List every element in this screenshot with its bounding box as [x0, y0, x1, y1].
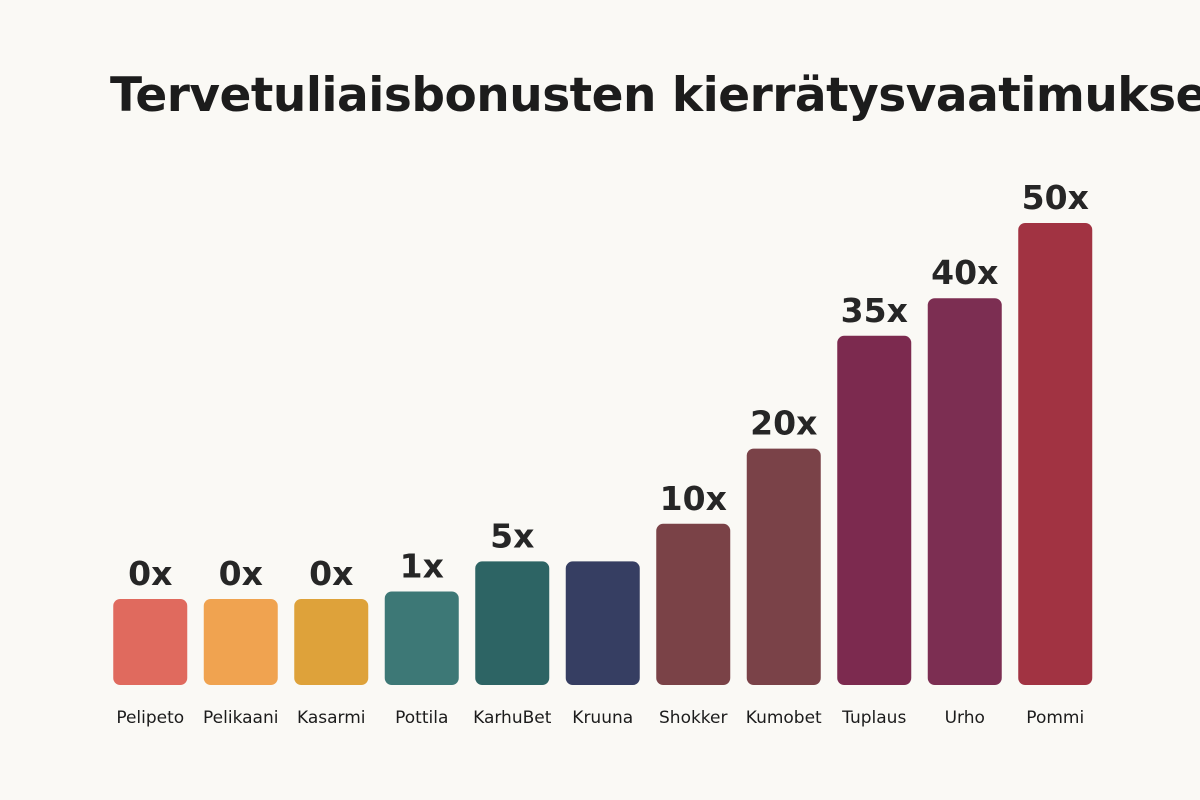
bars-layer: [113, 223, 1093, 685]
bar-kumobet: [746, 448, 821, 685]
category-label-kumobet: Kumobet: [746, 708, 822, 728]
value-label-urho: 40x: [931, 253, 998, 292]
chart-title: Tervetuliaisbonusten kierrätysvaatimukse…: [110, 68, 1200, 123]
bar-pelikaani: [203, 599, 278, 685]
bar-kruuna: [565, 561, 640, 685]
category-label-kasarmi: Kasarmi: [297, 708, 366, 728]
category-label-tuplaus: Tuplaus: [841, 708, 906, 728]
category-label-karhubet: KarhuBet: [473, 708, 552, 728]
value-label-karhubet: 5x: [490, 516, 534, 555]
bar-tuplaus: [837, 335, 912, 685]
bar-shokker: [656, 523, 731, 685]
bar-kasarmi: [294, 599, 369, 685]
value-label-kasarmi: 0x: [309, 554, 353, 593]
category-label-pelipeto: Pelipeto: [116, 708, 184, 728]
category-label-shokker: Shokker: [659, 708, 728, 728]
bar-pottila: [384, 591, 459, 685]
bar-urho: [927, 298, 1002, 685]
bar-pelipeto: [113, 599, 188, 685]
category-label-pelikaani: Pelikaani: [203, 708, 278, 728]
bar-pommi: [1018, 223, 1093, 685]
bar-karhubet: [475, 561, 550, 685]
value-labels-layer: 0x 0x 0x 1x 5x 10x 20x 35x 40x 50x: [128, 178, 1089, 593]
value-label-shokker: 10x: [660, 479, 727, 518]
value-label-tuplaus: 35x: [841, 291, 908, 330]
value-label-pommi: 50x: [1022, 178, 1089, 217]
category-label-kruuna: Kruuna: [572, 708, 633, 728]
category-label-pottila: Pottila: [395, 708, 448, 728]
value-label-pelipeto: 0x: [128, 554, 172, 593]
category-label-pommi: Pommi: [1026, 708, 1084, 728]
value-label-kumobet: 20x: [750, 404, 817, 443]
value-label-pelikaani: 0x: [219, 554, 263, 593]
category-label-urho: Urho: [945, 708, 985, 728]
value-label-pottila: 1x: [400, 546, 444, 585]
category-labels-layer: Pelipeto Pelikaani Kasarmi Pottila KarhuBet K…: [116, 708, 1084, 728]
